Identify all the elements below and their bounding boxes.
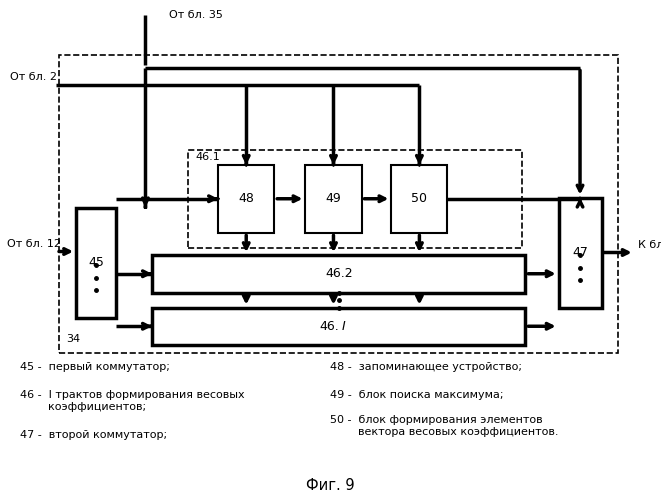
Text: 46.2: 46.2 <box>325 267 352 280</box>
Text: 46 -  I трактов формирования весовых
        коэффициентов;: 46 - I трактов формирования весовых коэф… <box>20 390 245 411</box>
Text: 46.: 46. <box>319 320 338 333</box>
Text: 49: 49 <box>326 192 341 205</box>
Text: 47 -  второй коммутатор;: 47 - второй коммутатор; <box>20 430 167 440</box>
Bar <box>152 255 525 292</box>
Bar <box>59 55 618 352</box>
Bar <box>152 308 525 345</box>
Text: 48: 48 <box>238 192 254 205</box>
Bar <box>218 165 274 232</box>
Text: Фиг. 9: Фиг. 9 <box>306 478 355 492</box>
Text: 47: 47 <box>572 246 588 259</box>
Text: I: I <box>342 320 346 333</box>
Text: 50 -  блок формирования элементов
        вектора весовых коэффициентов.: 50 - блок формирования элементов вектора… <box>330 415 559 436</box>
Text: 48 -  запоминающее устройство;: 48 - запоминающее устройство; <box>330 362 522 372</box>
Text: 34: 34 <box>66 334 80 344</box>
Text: 46.1: 46.1 <box>195 152 219 162</box>
Text: 49 -  блок поиска максимума;: 49 - блок поиска максимума; <box>330 390 504 400</box>
Bar <box>305 165 362 232</box>
Bar <box>188 150 522 248</box>
Text: 50: 50 <box>411 192 428 205</box>
Text: От бл. 2: От бл. 2 <box>10 72 57 83</box>
Text: 45 -  первый коммутатор;: 45 - первый коммутатор; <box>20 362 170 372</box>
Text: От бл. 35: От бл. 35 <box>169 10 223 20</box>
Text: К бл. 33: К бл. 33 <box>638 240 661 250</box>
Bar <box>76 208 116 318</box>
Bar <box>559 198 602 308</box>
Text: От бл. 12: От бл. 12 <box>7 239 61 249</box>
Text: 45: 45 <box>88 256 104 269</box>
Bar <box>391 165 447 232</box>
